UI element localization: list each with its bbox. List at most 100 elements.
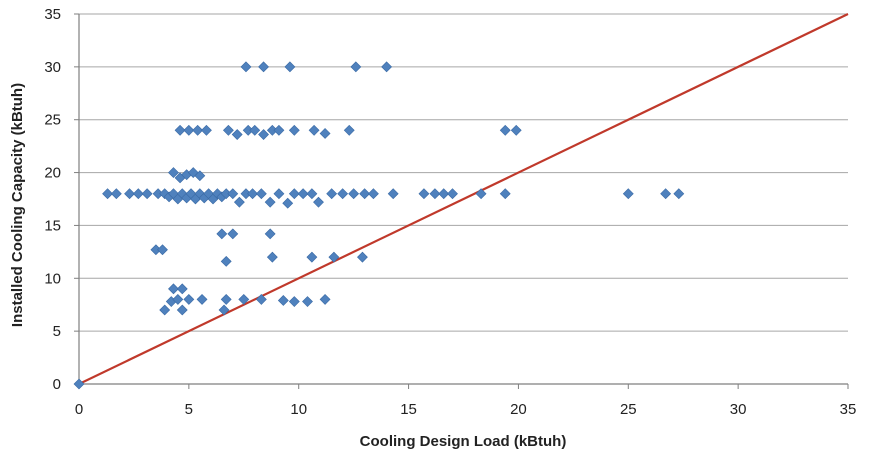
data-point — [157, 244, 168, 256]
data-point — [288, 188, 300, 200]
data-point — [249, 124, 261, 136]
data-point — [313, 196, 324, 208]
data-point — [238, 294, 250, 305]
data-point — [255, 294, 267, 305]
data-point — [102, 188, 113, 200]
data-point — [306, 251, 318, 263]
data-point — [222, 124, 234, 136]
y-tick-label: 30 — [44, 59, 61, 76]
data-point — [343, 124, 355, 136]
data-point — [350, 61, 362, 73]
x-tick-label: 25 — [620, 401, 637, 418]
gridlines — [79, 13, 848, 332]
data-point — [73, 378, 85, 390]
data-point — [231, 129, 243, 140]
data-points — [73, 61, 685, 390]
reference-line-layer — [78, 13, 849, 385]
x-tick-label: 0 — [75, 401, 83, 418]
data-point — [168, 283, 179, 295]
data-point — [183, 294, 195, 305]
data-point — [273, 188, 285, 200]
data-point — [367, 188, 379, 200]
data-point — [255, 188, 267, 200]
data-point — [357, 251, 368, 263]
data-point — [499, 188, 511, 200]
data-point — [159, 304, 171, 316]
data-point — [381, 61, 393, 73]
tick-labels: 0 5 10 15 20 25 30 35 0 5 10 15 20 25 30 35 — [44, 6, 856, 418]
data-point — [264, 228, 276, 240]
data-point — [282, 197, 294, 209]
data-point — [284, 61, 296, 73]
data-point — [240, 61, 252, 73]
data-point — [359, 188, 371, 200]
y-tick-label: 10 — [44, 270, 61, 287]
data-point — [201, 124, 212, 136]
data-point — [673, 188, 685, 200]
data-point — [475, 188, 487, 200]
data-point — [319, 294, 331, 305]
x-tick-label: 35 — [840, 401, 857, 418]
y-tick-label: 20 — [44, 165, 61, 182]
data-point — [218, 304, 230, 316]
data-point — [172, 294, 184, 305]
data-point — [429, 188, 441, 200]
data-point — [258, 61, 269, 73]
data-point — [438, 188, 450, 200]
data-point — [124, 188, 135, 200]
data-point — [176, 283, 188, 295]
data-point — [216, 228, 228, 240]
data-point — [196, 294, 208, 305]
data-point — [326, 188, 338, 200]
data-point — [168, 167, 179, 178]
y-tick-label: 5 — [53, 323, 61, 340]
y-tick-label: 25 — [44, 112, 61, 129]
data-point — [288, 124, 300, 136]
data-point — [660, 188, 672, 200]
data-point — [277, 295, 289, 306]
data-point — [337, 188, 349, 200]
y-tick-label: 35 — [44, 6, 61, 23]
data-point — [302, 296, 313, 307]
data-point — [227, 188, 239, 200]
data-point — [220, 255, 232, 267]
data-point — [174, 124, 186, 136]
y-tick-label: 0 — [53, 376, 61, 393]
data-point — [192, 124, 204, 136]
data-point — [273, 124, 285, 136]
data-point — [233, 196, 245, 208]
data-point — [183, 124, 195, 136]
data-point — [264, 196, 276, 208]
data-point — [176, 304, 188, 316]
y-tick-label: 15 — [44, 217, 61, 234]
data-point — [220, 294, 232, 305]
data-point — [328, 251, 340, 263]
data-point — [418, 188, 430, 200]
data-point — [288, 296, 300, 307]
x-axis-title: Cooling Design Load (kBtuh) — [360, 433, 567, 450]
data-point — [110, 188, 122, 200]
data-point — [447, 188, 458, 200]
x-tick-label: 5 — [185, 401, 193, 418]
data-point — [141, 188, 153, 200]
data-point — [266, 251, 278, 263]
data-point — [622, 188, 634, 200]
x-tick-label: 10 — [290, 401, 307, 418]
x-tick-label: 30 — [730, 401, 747, 418]
data-point — [194, 170, 206, 182]
data-point — [308, 124, 320, 136]
data-point — [132, 188, 144, 200]
reference-line — [78, 13, 849, 385]
data-point — [306, 188, 318, 200]
data-point — [297, 188, 309, 200]
data-point — [499, 124, 511, 136]
x-tick-label: 20 — [510, 401, 527, 418]
data-point — [227, 228, 239, 240]
data-point — [348, 188, 360, 200]
x-tick-label: 15 — [400, 401, 417, 418]
axes — [74, 13, 849, 389]
data-point — [247, 188, 258, 200]
data-point — [258, 129, 269, 140]
